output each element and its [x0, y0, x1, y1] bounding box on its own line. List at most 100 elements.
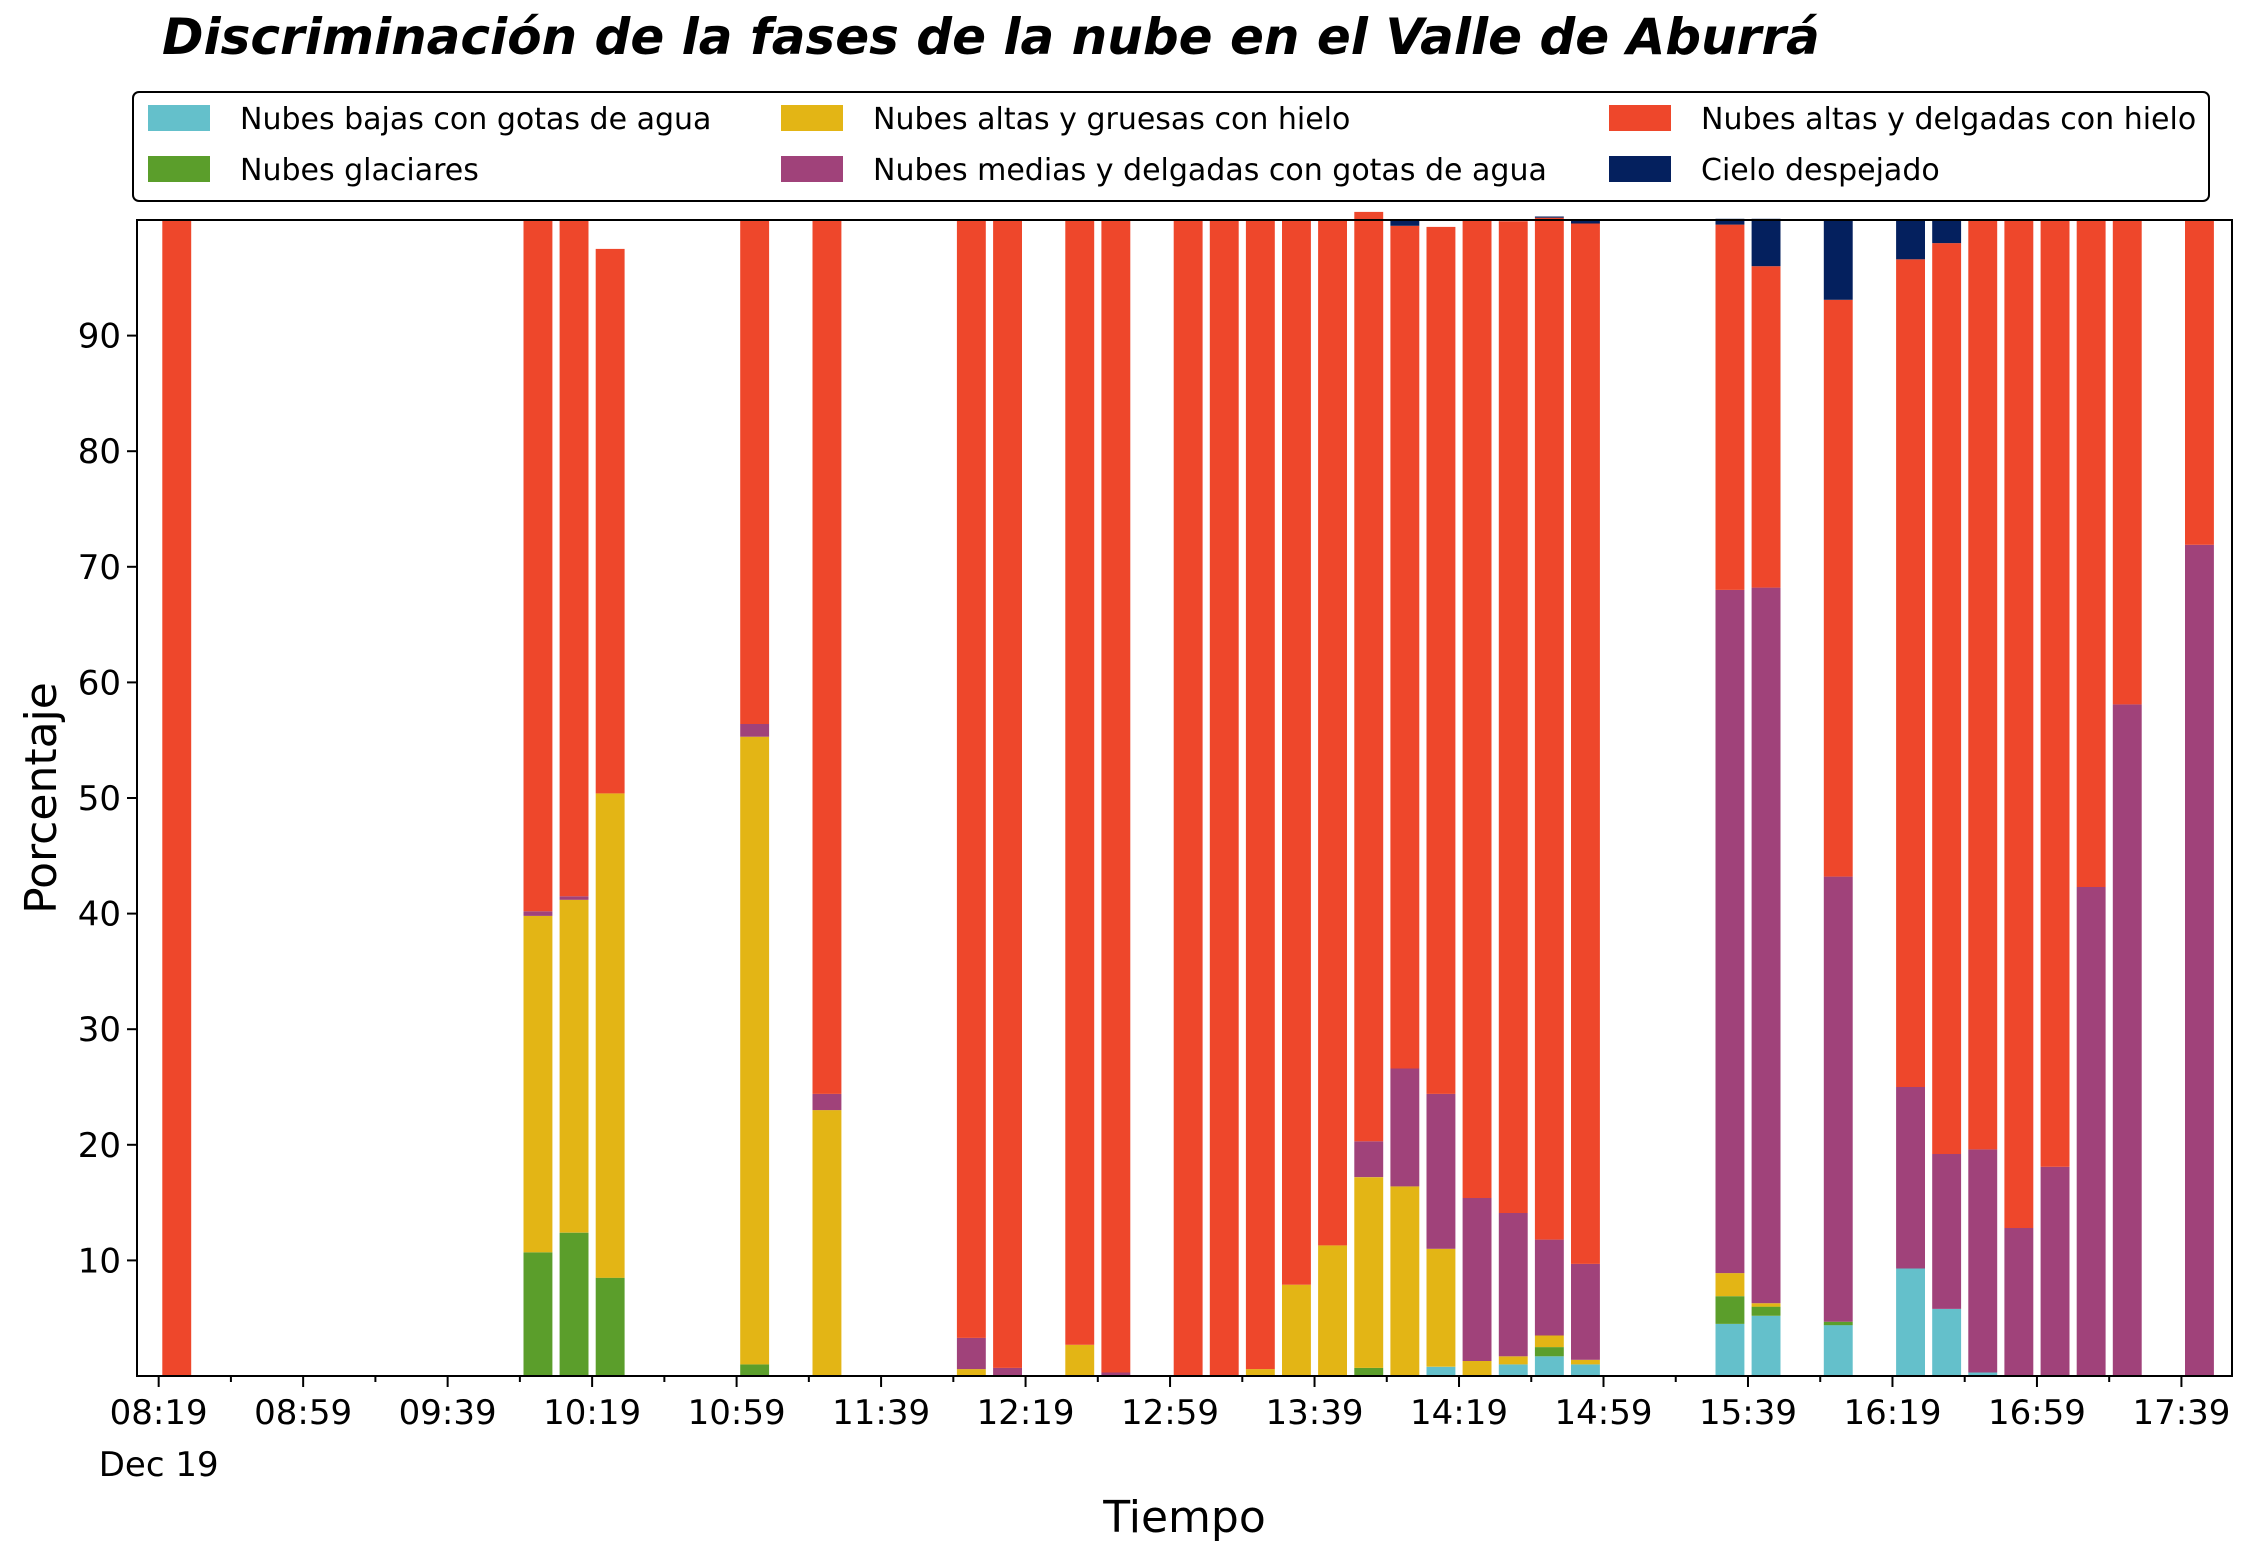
bar-segment [1354, 1141, 1384, 1178]
bar-segment [2185, 544, 2214, 1376]
bar-segment [1571, 220, 1600, 224]
bar-segment [1534, 1347, 1564, 1357]
bar-segment [1318, 220, 1347, 1246]
legend-label: Nubes glaciares [240, 153, 479, 188]
bar-segment [2112, 220, 2142, 705]
x-axis-label: Tiempo [1102, 1492, 1266, 1543]
legend-label: Nubes bajas con gotas de agua [240, 102, 711, 137]
y-tick-label: 70 [78, 548, 121, 588]
bar-segment [2185, 220, 2214, 545]
legend-box [132, 91, 2210, 202]
bar-segment [1932, 1154, 1962, 1309]
bar-segment [1751, 1315, 1781, 1376]
x-tick-label: 10:19 [543, 1393, 641, 1433]
bar-segment [1896, 1087, 1925, 1269]
bar-segment [1823, 1321, 1853, 1326]
bar-segment [1462, 220, 1492, 1198]
y-tick-label: 30 [78, 1010, 121, 1050]
y-axis-label: Porcentaje [16, 682, 67, 914]
y-tick-label: 50 [78, 779, 121, 819]
bar-segment [993, 1367, 1022, 1376]
bar-segment [1571, 1263, 1600, 1360]
bar-segment [1896, 220, 1925, 260]
bar-segment [1571, 1359, 1600, 1365]
bar-segment [1751, 1306, 1781, 1316]
bar-segment [1896, 259, 1925, 1087]
bar-segment [1715, 1273, 1745, 1297]
bar-segment [740, 220, 770, 724]
bar-segment [1534, 1239, 1564, 1336]
bar-segment [1282, 220, 1311, 1285]
y-tick-label: 90 [78, 317, 121, 357]
legend-swatch [148, 105, 210, 131]
bar-segment [1173, 220, 1203, 1376]
legend-label: Nubes medias y delgadas con gotas de agu… [873, 153, 1547, 188]
bar-segment [1751, 587, 1781, 1304]
bar-segment [1715, 218, 1745, 225]
bar-segment [162, 220, 192, 1376]
bar-segment [1968, 220, 1998, 1150]
bar-segment [1823, 876, 1853, 1322]
bar-segment [740, 724, 770, 737]
bar-segment [1498, 1213, 1528, 1357]
bar-segment [2112, 704, 2142, 1376]
x-tick-label: 16:19 [1843, 1393, 1941, 1433]
bar-segment [2004, 1228, 2034, 1376]
bar-segment [1534, 1356, 1564, 1376]
bar-segment [956, 220, 986, 1338]
legend-label: Cielo despejado [1701, 153, 1940, 188]
bar-segment [1534, 217, 1564, 1240]
bar-segment [523, 1252, 553, 1376]
bar-segment [1715, 589, 1745, 1274]
bar-segment [595, 248, 625, 794]
x-axis: 08:19 08:59 09:39 10:19 10:59 11:39 12:19 12:59… [99, 1376, 2230, 1485]
bar-segment [1751, 266, 1781, 588]
bar-segment [812, 1093, 842, 1111]
bar-segment [1354, 211, 1384, 1142]
bar-segment [559, 899, 589, 1233]
bar-segment [1426, 1366, 1456, 1376]
bar-segment [1498, 221, 1528, 1213]
legend-label: Nubes altas y delgadas con hielo [1701, 102, 2196, 137]
bar-segment [559, 1232, 589, 1376]
bar-segment [1932, 243, 1962, 1155]
bar-segment [1823, 299, 1853, 877]
bar-segment [1823, 220, 1853, 300]
x-tick-label: 10:59 [688, 1393, 786, 1433]
bar-segment [1571, 1364, 1600, 1376]
chart-title: Discriminación de la fases de la nube en… [162, 8, 1820, 66]
bar-segment [595, 1277, 625, 1376]
bar-segment [1390, 1068, 1420, 1187]
bar-segment [595, 793, 625, 1278]
bar-segment [1715, 224, 1745, 590]
bar-segment [1282, 1284, 1311, 1376]
bar-segment [523, 911, 553, 916]
x-tick-label: 14:19 [1410, 1393, 1508, 1433]
legend-swatch [148, 156, 210, 182]
y-tick-label: 60 [78, 663, 121, 703]
bars [162, 211, 2214, 1376]
x-tick-label: 16:59 [1988, 1393, 2086, 1433]
bar-segment [1354, 1367, 1384, 1376]
y-tick-label: 20 [78, 1126, 121, 1166]
x-tick-label: 13:39 [1266, 1393, 1364, 1433]
bar-segment [1462, 1198, 1492, 1361]
bar-segment [1209, 220, 1239, 1376]
bar-segment [2076, 887, 2106, 1376]
bar-segment [1968, 1372, 1998, 1376]
bar-segment [812, 220, 842, 1094]
bar-segment [1498, 1364, 1528, 1376]
legend-swatch [781, 105, 843, 131]
y-axis: 10 20 30 40 50 60 70 80 90 [78, 317, 137, 1281]
bar-segment [2040, 1166, 2070, 1376]
bar-segment [2004, 220, 2034, 1228]
bar-segment [1065, 220, 1095, 1345]
legend-swatch [781, 156, 843, 182]
bar-segment [1354, 1177, 1384, 1368]
bar-segment [1823, 1325, 1853, 1376]
bar-segment [1101, 1372, 1131, 1376]
bar-segment [1245, 220, 1275, 1370]
bar-segment [559, 896, 589, 900]
bar-segment [1571, 223, 1600, 1264]
